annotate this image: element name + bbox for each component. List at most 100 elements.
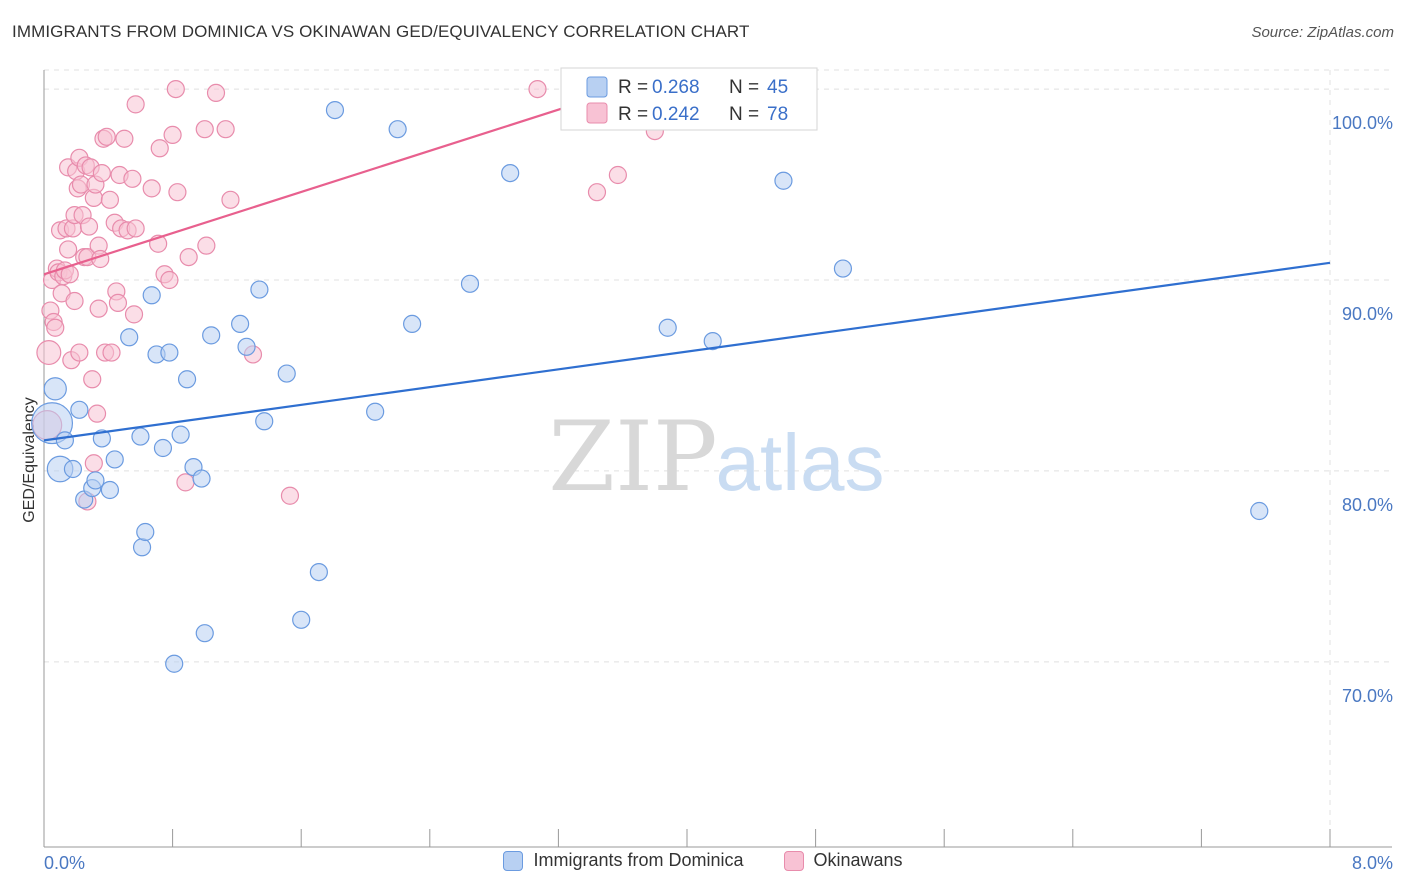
okinawans-point-23 xyxy=(70,343,89,362)
dominica-point-11 xyxy=(105,450,124,469)
legend-label-dominica: Immigrants from Dominica xyxy=(533,850,744,870)
dominica-point-4 xyxy=(63,459,83,479)
dominica-trend-line xyxy=(43,261,1331,442)
okinawans-point-66 xyxy=(179,247,198,267)
okinawans-trend-line xyxy=(43,88,624,276)
okinawans-point-74 xyxy=(528,79,547,99)
dominica-point-36 xyxy=(388,120,407,139)
okinawans-point-55 xyxy=(126,219,145,238)
okinawans-point-45 xyxy=(102,343,121,362)
legend-item-okinawans: Okinawans xyxy=(783,850,903,871)
okinawans-point-48 xyxy=(108,293,128,313)
okinawans-points xyxy=(32,79,664,511)
okinawans-point-44 xyxy=(100,190,120,209)
okinawans-point-57 xyxy=(142,179,161,198)
dominica-point-9 xyxy=(92,429,111,448)
dominica-points xyxy=(31,100,1269,673)
dominica-point-14 xyxy=(131,427,150,446)
dominica-point-39 xyxy=(501,163,520,183)
y-axis-tick-labels: 70.0% 80.0% 90.0% 100.0% xyxy=(1332,113,1393,706)
dominica-point-37 xyxy=(403,314,422,334)
y-tick-label-2: 90.0% xyxy=(1342,304,1393,324)
dominica-point-41 xyxy=(703,331,722,351)
dominica-point-33 xyxy=(309,562,328,582)
dominica-point-42 xyxy=(774,171,793,190)
y-tick-label-1: 80.0% xyxy=(1342,495,1393,515)
dominica-point-1 xyxy=(43,377,67,401)
okinawans-point-36 xyxy=(87,404,107,423)
dominica-point-21 xyxy=(171,425,190,444)
dominica-point-24 xyxy=(192,469,211,488)
series-legend: Immigrants from Dominica Okinawans xyxy=(0,850,1406,871)
okinawans-point-69 xyxy=(206,83,226,103)
okinawans-point-38 xyxy=(89,299,108,318)
dominica-point-3 xyxy=(55,431,74,450)
legend-n-label-pink: N = xyxy=(729,104,759,125)
okinawans-point-43 xyxy=(97,127,116,146)
dominica-point-5 xyxy=(70,400,89,419)
okinawans-point-59 xyxy=(150,139,169,158)
okinawans-point-19 xyxy=(65,291,84,311)
dominica-point-19 xyxy=(160,343,179,362)
y-tick-label-3: 100.0% xyxy=(1332,113,1393,133)
legend-swatch-okinawans xyxy=(783,850,804,871)
dominica-point-30 xyxy=(255,412,274,431)
legend-label-okinawans: Okinawans xyxy=(813,850,903,870)
okinawans-point-34 xyxy=(84,454,103,473)
okinawans-point-54 xyxy=(124,305,144,324)
y-tick-label-0: 70.0% xyxy=(1342,686,1393,706)
okinawans-point-63 xyxy=(166,79,185,99)
okinawans-point-65 xyxy=(176,473,195,492)
okinawans-point-61 xyxy=(160,270,179,290)
dominica-point-13 xyxy=(132,538,152,557)
trend-lines xyxy=(43,88,1331,442)
x-axis-tick-labels: 0.0% 8.0% xyxy=(44,853,1393,873)
legend-r-value-pink: 0.242 xyxy=(652,104,700,125)
dominica-point-8 xyxy=(86,471,105,490)
dominica-point-43 xyxy=(833,259,853,278)
dominica-point-26 xyxy=(202,326,221,345)
okinawans-point-71 xyxy=(221,190,240,209)
legend-n-label-blue: N = xyxy=(729,77,759,98)
dominica-point-38 xyxy=(460,274,480,293)
okinawans-point-70 xyxy=(216,120,235,139)
dominica-point-12 xyxy=(120,328,139,347)
okinawans-point-68 xyxy=(197,236,216,255)
dominica-point-35 xyxy=(366,402,385,421)
correlation-legend: R = 0.268 N = 45 R = 0.242 N = 78 xyxy=(560,67,818,131)
okinawans-point-13 xyxy=(59,240,78,259)
dominica-point-34 xyxy=(325,100,345,120)
okinawans-point-53 xyxy=(123,169,142,188)
legend-item-dominica: Immigrants from Dominica xyxy=(503,850,744,871)
legend-r-label-pink: R = xyxy=(618,104,648,125)
okinawans-point-62 xyxy=(163,125,182,145)
okinawans-point-32 xyxy=(83,370,102,389)
dominica-point-29 xyxy=(250,280,269,299)
x-axis-ticks xyxy=(172,829,1331,847)
axes xyxy=(43,70,1392,848)
chart-title: IMMIGRANTS FROM DOMINICA VS OKINAWAN GED… xyxy=(12,22,750,41)
legend-swatch-pink xyxy=(586,102,608,124)
dominica-point-28 xyxy=(237,337,256,356)
legend-r-label-blue: R = xyxy=(618,77,648,98)
x-tick-label-0: 0.0% xyxy=(44,853,85,873)
dominica-point-32 xyxy=(292,610,311,629)
dominica-point-44 xyxy=(1250,501,1269,521)
source-credit: Source: ZipAtlas.com xyxy=(1251,24,1394,41)
dominica-point-20 xyxy=(165,654,184,673)
legend-n-value-blue: 45 xyxy=(767,77,788,98)
dominica-point-40 xyxy=(658,318,677,337)
okinawans-point-76 xyxy=(608,165,627,185)
okinawans-point-5 xyxy=(46,318,65,337)
zipatlas-watermark: ZIP atlas xyxy=(548,401,884,513)
dominica-point-10 xyxy=(100,480,120,500)
legend-swatch-blue xyxy=(586,76,608,98)
okinawans-point-64 xyxy=(168,183,187,202)
dominica-point-22 xyxy=(177,370,197,389)
dominica-point-15 xyxy=(136,522,155,542)
x-tick-label-1: 8.0% xyxy=(1352,853,1393,873)
okinawans-point-67 xyxy=(195,120,214,139)
dominica-point-25 xyxy=(195,624,214,643)
